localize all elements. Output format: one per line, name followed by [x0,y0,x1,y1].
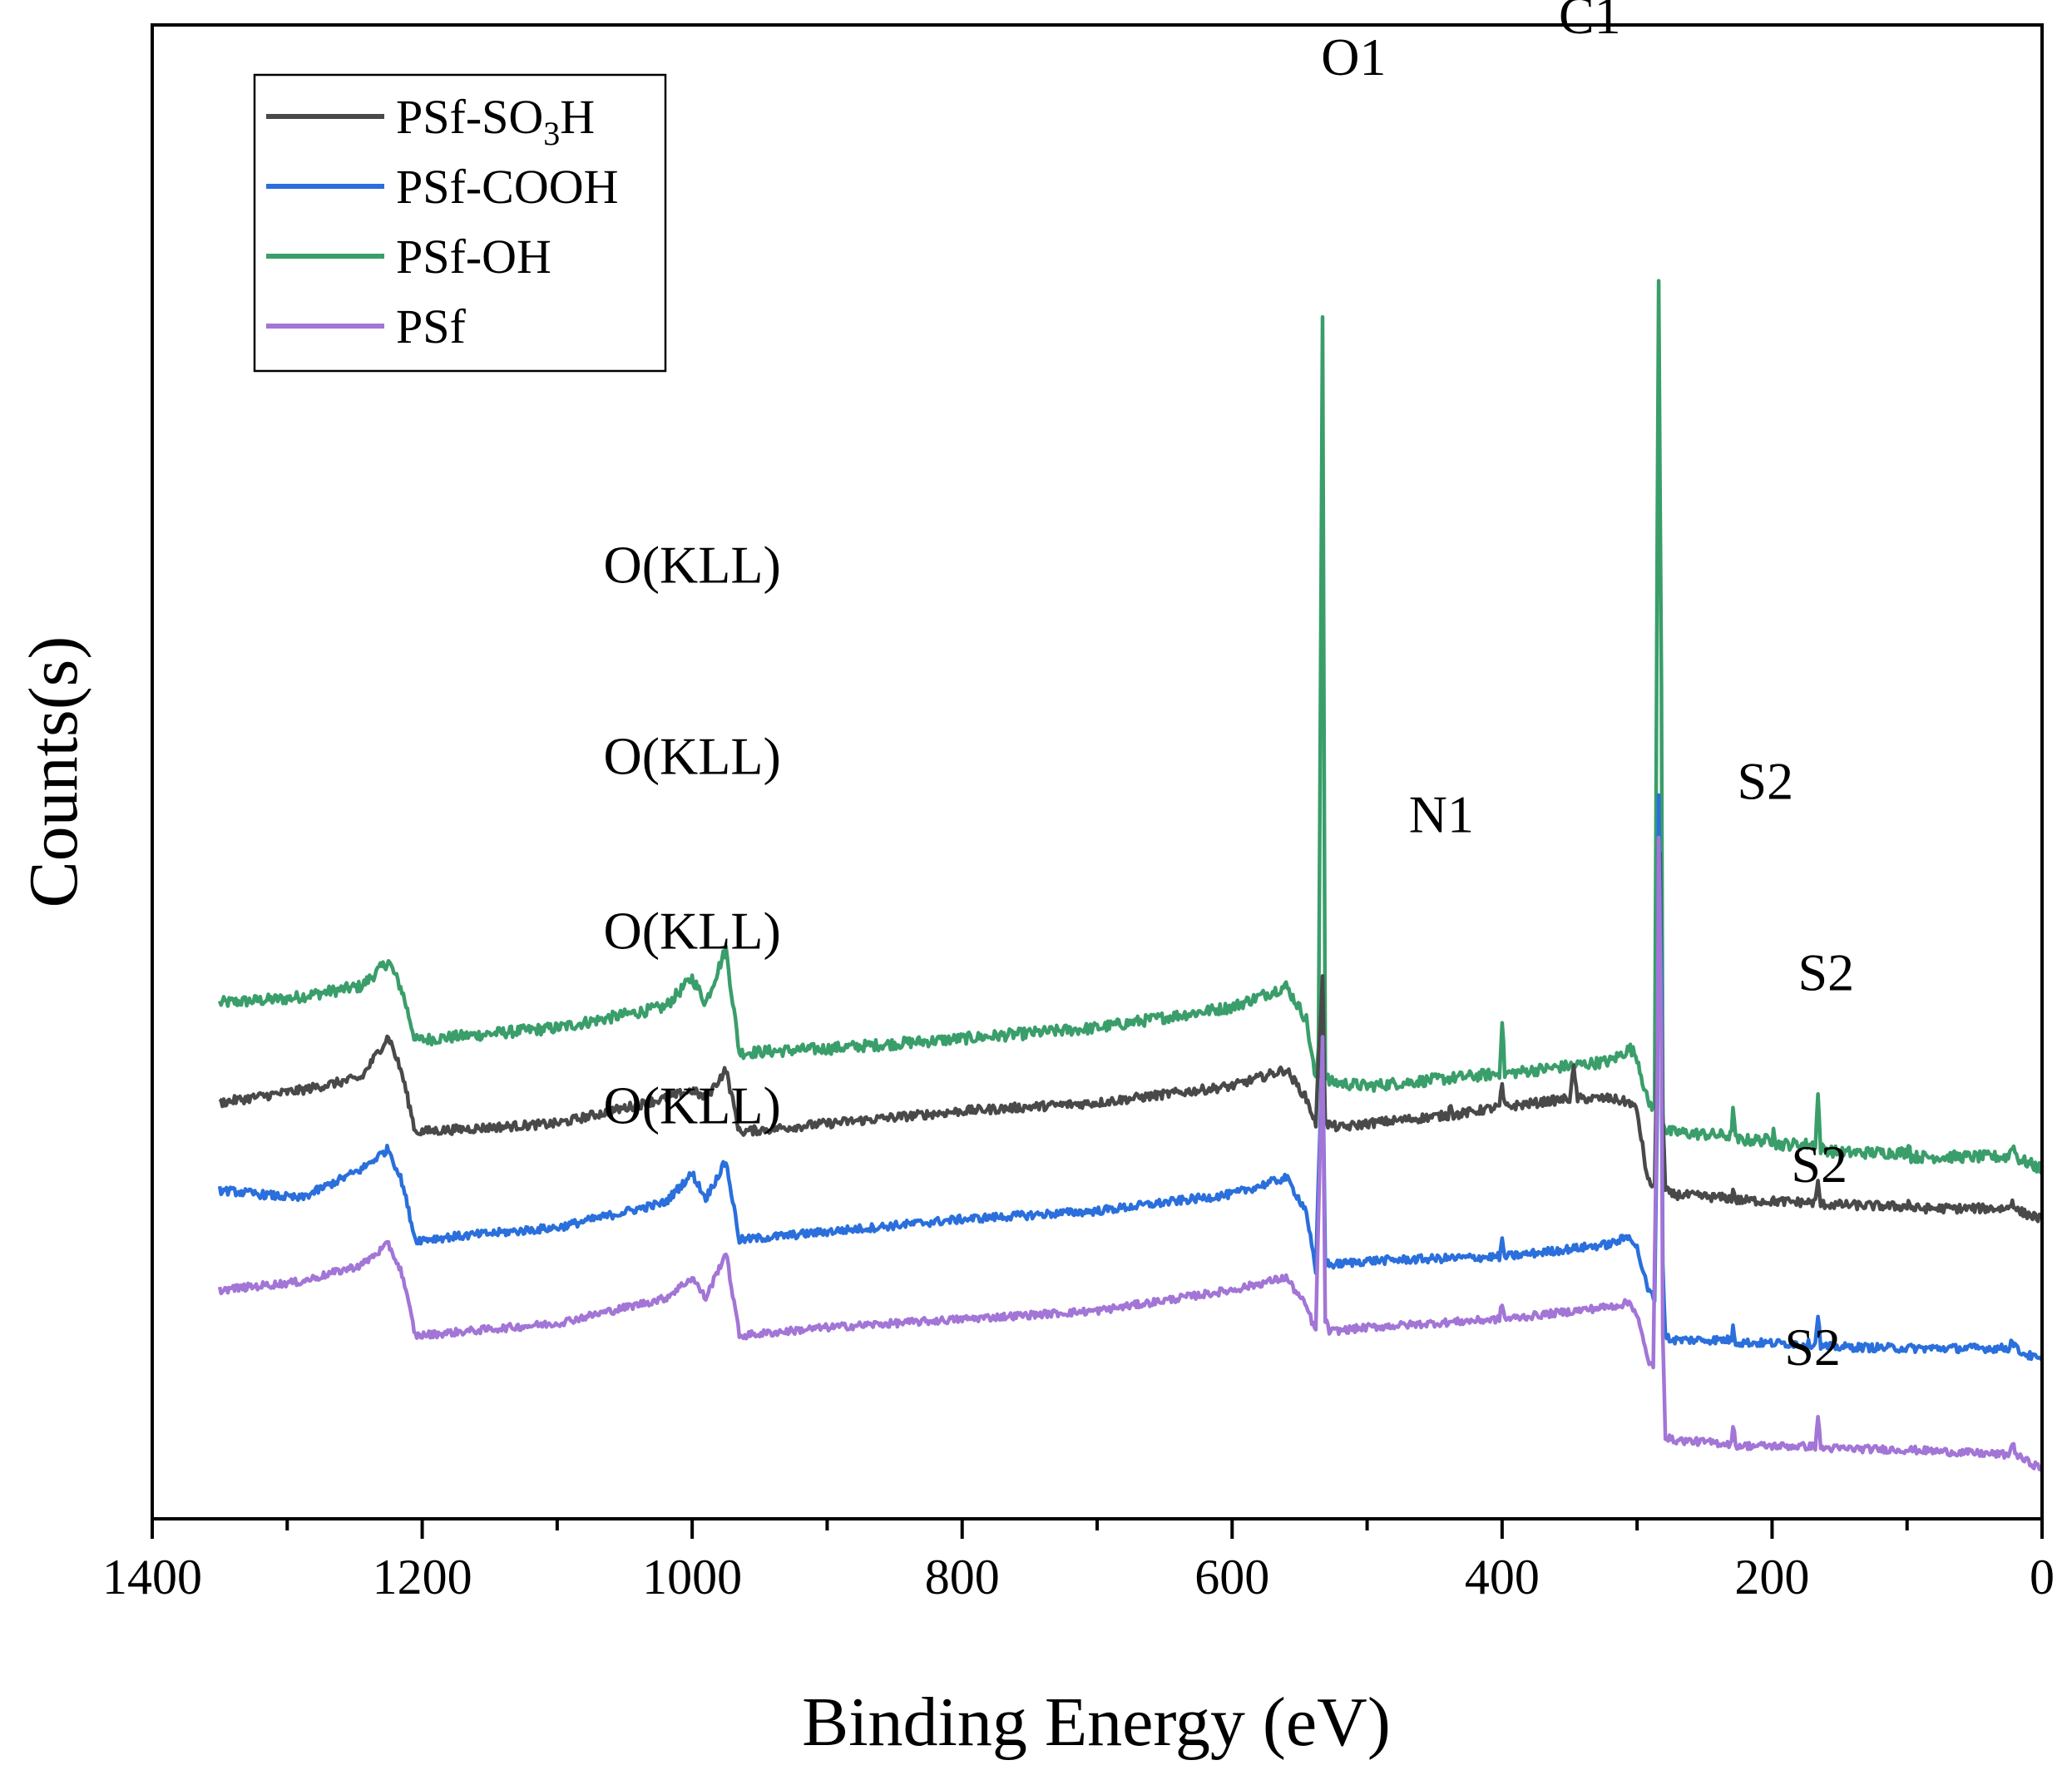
x-tick-label: 0 [2030,1550,2055,1605]
peak-label: O(KLL) [604,902,781,961]
x-tick-label: 200 [1734,1550,1809,1605]
legend-label: PSf [396,299,467,354]
legend-box [253,73,667,373]
series-line-psf-cooh [217,793,2044,1362]
peak-annotations: O1 C1 O(KLL) O(KLL) O(KLL) O(KLL) N1 S2 S2 S2 S2 [604,0,1855,1377]
x-tick-label: 400 [1465,1550,1540,1605]
peak-label: S2 [1738,752,1794,811]
peak-label: O(KLL) [604,535,781,594]
peak-label: S2 [1798,943,1855,1002]
legend-label: PSf-OH [396,230,551,284]
x-tick-label: 600 [1194,1550,1269,1605]
series-line-psf-oh [217,279,2044,1174]
peak-label: S2 [1791,1135,1847,1194]
peak-label: O1 [1321,27,1386,87]
series-layer [217,279,2045,1473]
x-tick-label: 1400 [102,1550,202,1605]
peak-label: N1 [1409,785,1474,844]
legend-label: PSf-COOH [396,160,619,214]
legend-label: PSf-SO3H [396,90,595,152]
peak-label: O(KLL) [604,727,781,786]
series-line-psf [217,835,2045,1473]
x-axis: 1400 1200 1000 800 600 400 200 0 [102,1519,2055,1605]
x-tick-label: 1200 [373,1550,472,1605]
legend: PSf-SO3H PSf-COOH PSf-OH PSf [253,73,667,373]
x-axis-title: Binding Energy (eV) [802,1684,1391,1761]
peak-label: S2 [1784,1318,1841,1377]
series-line-psf-so3h [218,851,2043,1224]
x-tick-label: 800 [925,1550,1000,1605]
y-axis-title: Counts(s) [15,636,92,908]
x-tick-label: 1000 [642,1550,742,1605]
peak-label: C1 [1559,0,1621,45]
peak-label: O(KLL) [604,1076,781,1135]
